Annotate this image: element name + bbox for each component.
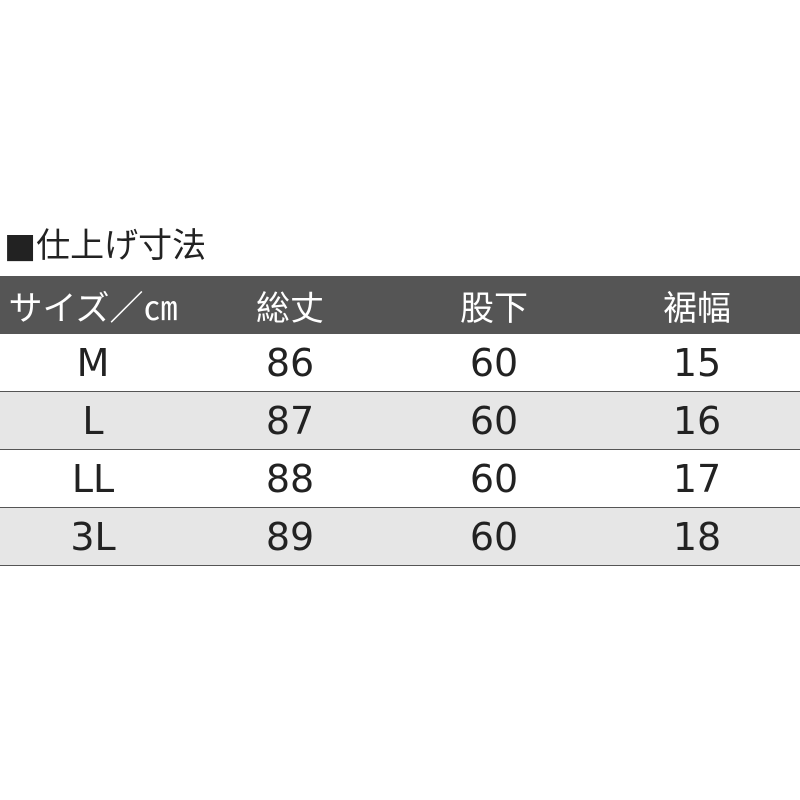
header-cell: サイズ／㎝ (0, 276, 186, 334)
data-row: LL 88 60 17 (0, 449, 800, 508)
value-cell: 60 (394, 507, 594, 566)
value-cell: 88 (186, 449, 394, 508)
data-row: M 86 60 15 (0, 334, 800, 392)
header-cell: 総丈 (186, 276, 394, 334)
value-cell: 15 (594, 334, 800, 392)
header-cell: 裾幅 (594, 276, 800, 334)
size-cell: L (0, 391, 186, 450)
value-cell: 18 (594, 507, 800, 566)
size-cell: LL (0, 449, 186, 508)
data-row: 3L 89 60 18 (0, 507, 800, 566)
value-cell: 87 (186, 391, 394, 450)
header-cell: 股下 (394, 276, 594, 334)
value-cell: 16 (594, 391, 800, 450)
header-row: サイズ／㎝ 総丈 股下 裾幅 (0, 276, 800, 334)
value-cell: 89 (186, 507, 394, 566)
value-cell: 17 (594, 449, 800, 508)
value-cell: 86 (186, 334, 394, 392)
size-cell: 3L (0, 507, 186, 566)
title: ■仕上げ寸法 (4, 226, 207, 266)
table-body: サイズ／㎝ 総丈 股下 裾幅 M 86 60 15 L 87 60 16 LL 88 60 17 3L 89 60 1… (0, 276, 800, 566)
value-cell: 60 (394, 449, 594, 508)
value-cell: 60 (394, 391, 594, 450)
size-table: サイズ／㎝ 総丈 股下 裾幅 M 86 60 15 L 87 60 16 LL 88 60 17 3L 89 60 1… (0, 276, 800, 566)
data-row: L 87 60 16 (0, 391, 800, 450)
size-cell: M (0, 334, 186, 392)
value-cell: 60 (394, 334, 594, 392)
